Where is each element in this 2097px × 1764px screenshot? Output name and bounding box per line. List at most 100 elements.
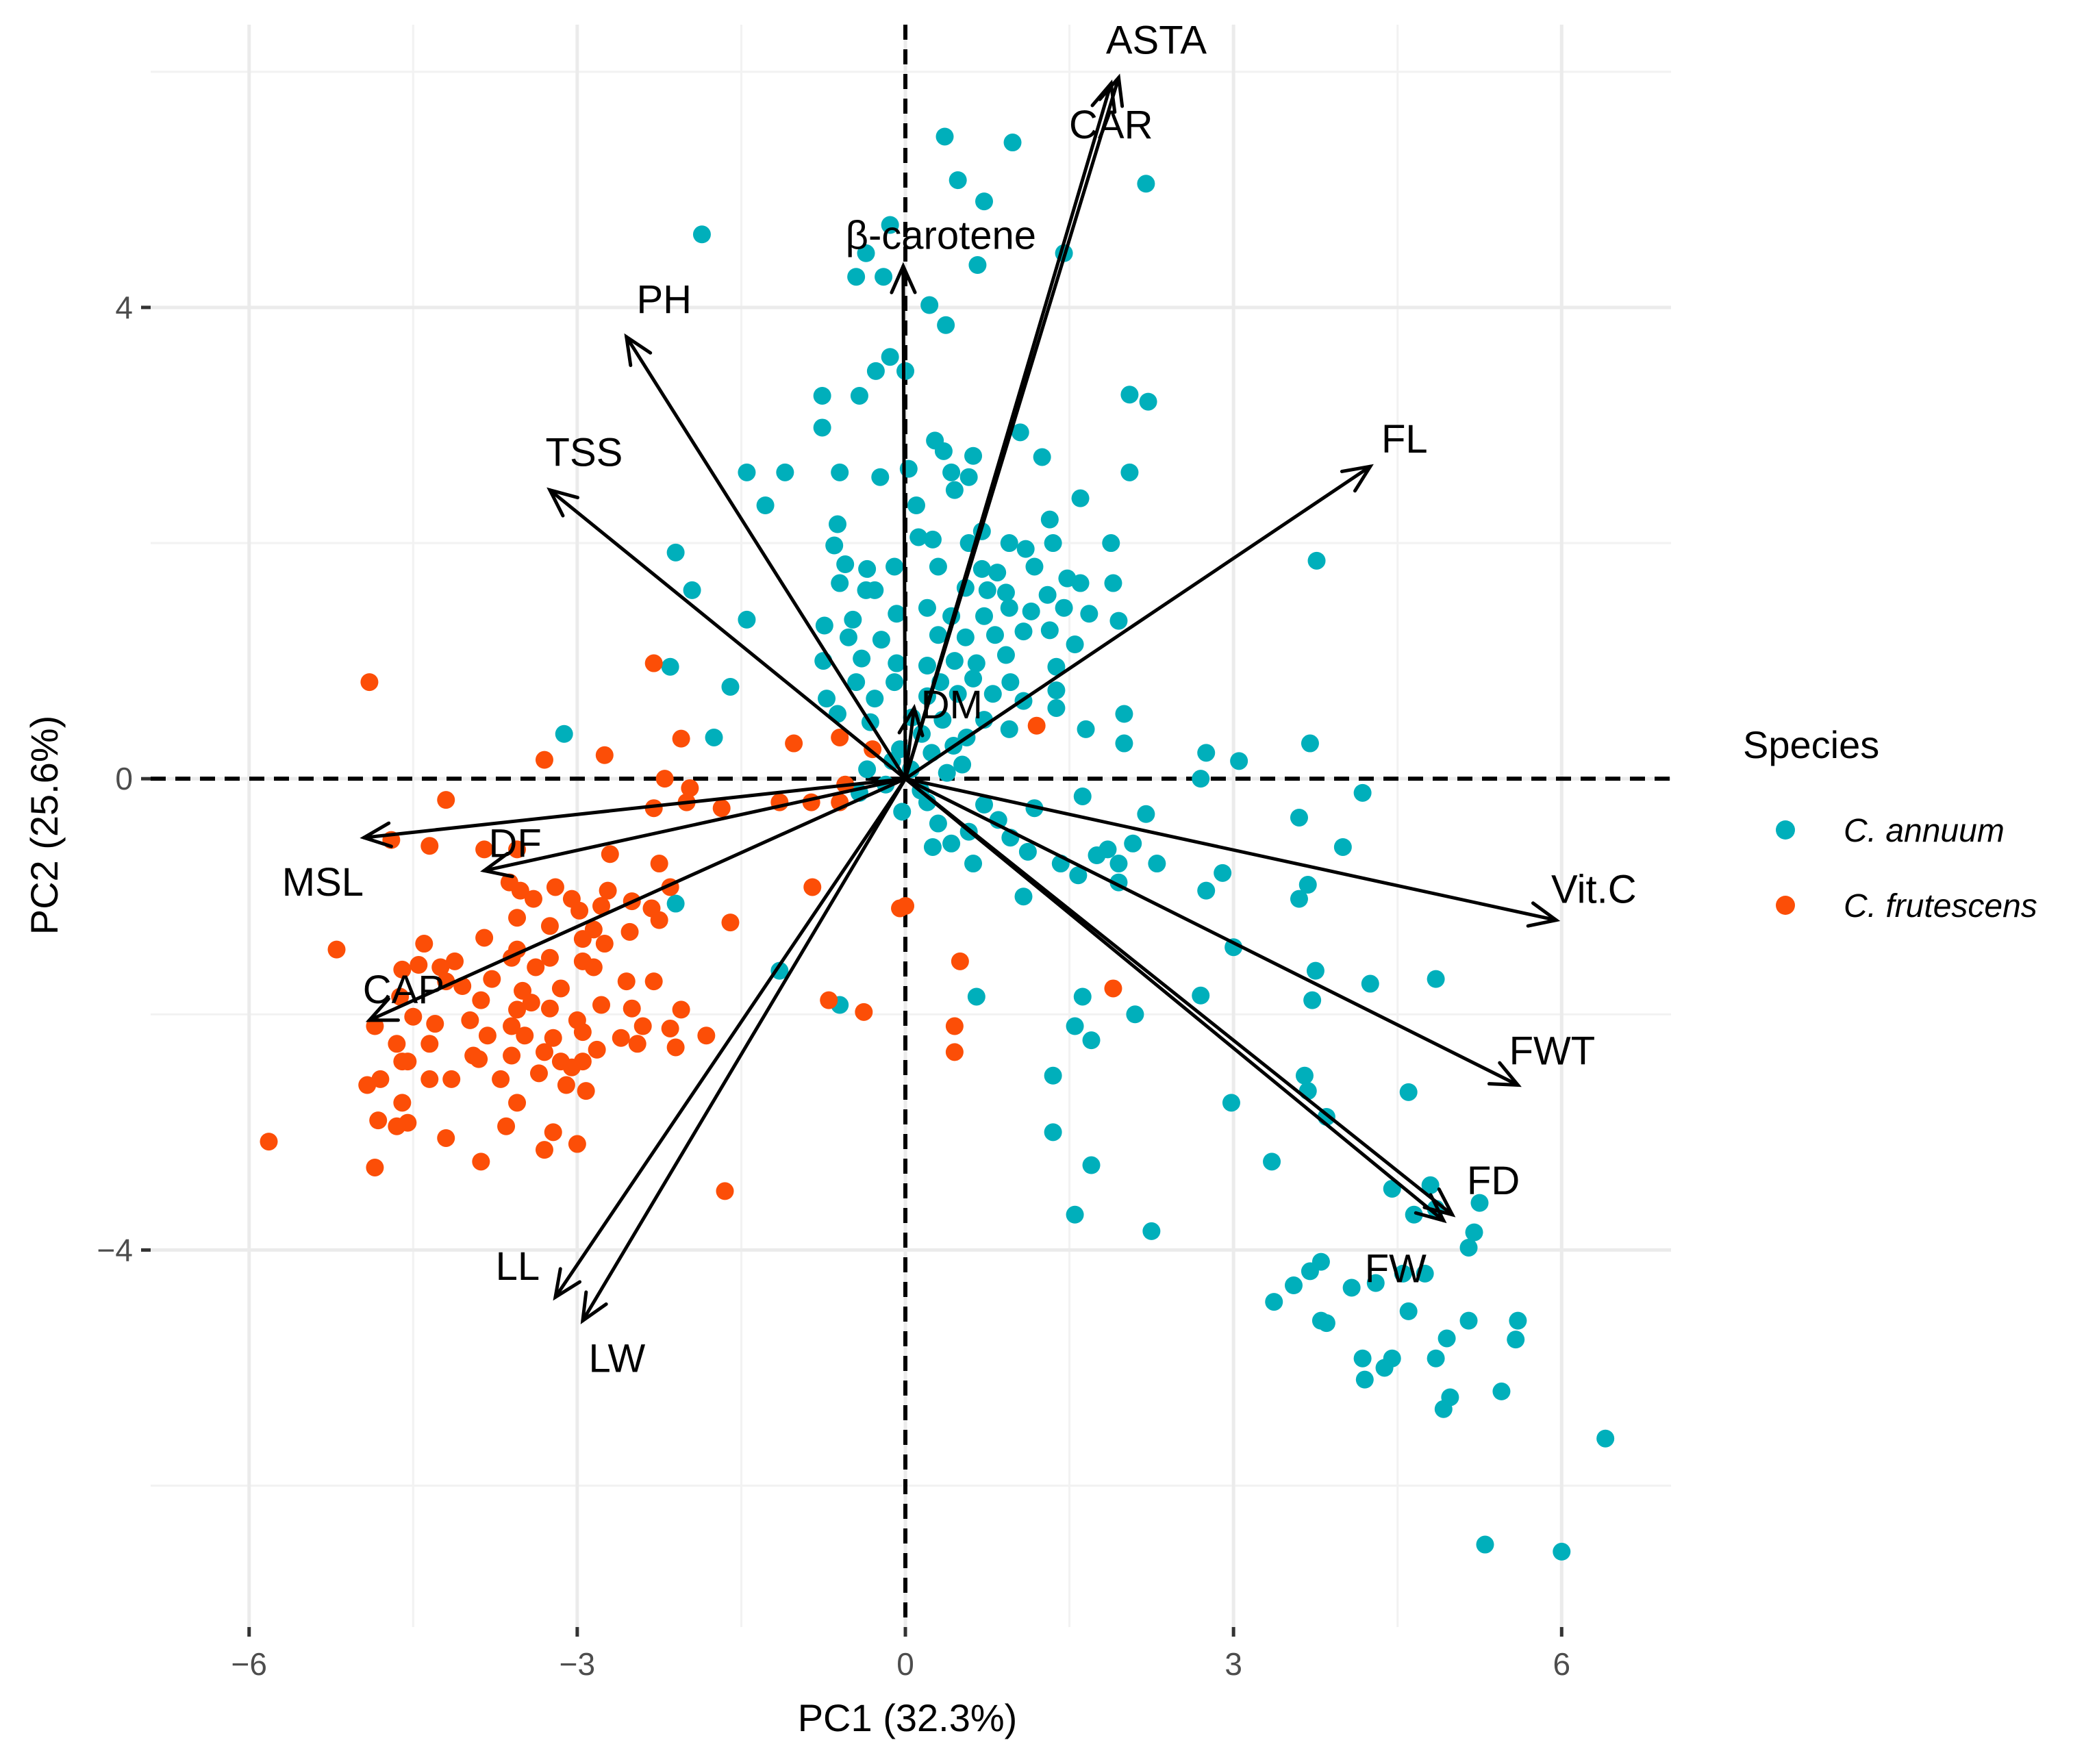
point-c-annuum — [945, 481, 964, 499]
point-c-frutescens — [461, 1011, 479, 1029]
point-c-annuum — [1375, 1359, 1394, 1377]
point-c-frutescens — [1027, 716, 1046, 735]
point-c-frutescens — [544, 1123, 562, 1142]
loading-arrows — [360, 73, 1561, 1324]
point-c-annuum — [933, 711, 952, 729]
point-c-annuum — [975, 607, 994, 625]
point-c-annuum — [1465, 1223, 1483, 1242]
point-c-frutescens — [551, 979, 570, 998]
reference-lines — [151, 25, 1671, 1627]
point-c-frutescens — [475, 929, 494, 947]
point-c-annuum — [1353, 1349, 1372, 1368]
point-c-annuum — [831, 463, 849, 481]
point-c-frutescens — [426, 1015, 444, 1033]
point-c-annuum — [831, 574, 849, 592]
point-c-frutescens — [544, 1029, 562, 1047]
point-c-frutescens — [1104, 979, 1122, 998]
point-c-annuum — [1001, 673, 1020, 692]
point-c-frutescens — [420, 1070, 439, 1088]
point-c-annuum — [886, 673, 904, 692]
point-c-annuum — [1492, 1382, 1511, 1400]
point-c-annuum — [1298, 1082, 1317, 1100]
point-c-annuum — [1069, 866, 1088, 885]
point-c-annuum — [1014, 622, 1033, 641]
grid-major — [151, 25, 1671, 1627]
loading-label-vit-c: Vit.C — [1551, 868, 1637, 912]
point-c-frutescens — [508, 909, 527, 927]
point-c-frutescens — [557, 1076, 575, 1094]
point-c-annuum — [857, 581, 875, 599]
point-c-annuum — [692, 225, 711, 244]
point-c-annuum — [881, 348, 899, 366]
point-c-annuum — [738, 610, 756, 629]
point-c-annuum — [896, 362, 915, 380]
point-c-annuum — [968, 256, 987, 274]
point-c-annuum — [1022, 602, 1040, 620]
point-c-frutescens — [522, 994, 540, 1012]
point-c-annuum — [1298, 876, 1317, 894]
point-c-annuum — [942, 463, 961, 481]
point-c-annuum — [1077, 720, 1095, 738]
y-axis-ticks: −4 0 4 — [97, 290, 151, 1268]
point-c-frutescens — [628, 1035, 646, 1053]
point-c-frutescens — [393, 960, 412, 979]
x-axis-ticks: −6 −3 0 3 6 — [231, 1627, 1570, 1682]
point-c-frutescens — [437, 972, 455, 991]
point-c-annuum — [967, 987, 985, 1006]
point-c-annuum — [1003, 134, 1022, 152]
point-c-frutescens — [540, 948, 559, 967]
point-c-annuum — [1071, 489, 1090, 507]
point-c-annuum — [721, 677, 740, 696]
point-c-annuum — [923, 837, 942, 856]
point-c-annuum — [1284, 1276, 1303, 1295]
point-c-frutescens — [360, 673, 379, 692]
point-c-frutescens — [529, 1064, 548, 1083]
point-c-annuum — [1507, 1331, 1525, 1349]
point-c-annuum — [1197, 881, 1216, 900]
point-c-frutescens — [503, 1017, 521, 1035]
point-c-frutescens — [661, 1019, 679, 1037]
point-c-annuum — [1073, 987, 1092, 1006]
point-c-annuum — [1044, 1123, 1062, 1142]
point-c-annuum — [964, 855, 983, 873]
point-c-annuum — [1353, 783, 1372, 802]
loading-arrow-vit-c — [903, 777, 1561, 928]
point-c-frutescens — [588, 1040, 606, 1059]
point-c-frutescens — [540, 999, 559, 1018]
point-c-annuum — [683, 581, 701, 599]
point-c-frutescens — [503, 1046, 521, 1065]
point-c-frutescens — [508, 1094, 527, 1112]
point-c-annuum — [1000, 598, 1018, 617]
point-c-frutescens — [472, 1152, 490, 1171]
point-c-annuum — [920, 296, 939, 314]
point-c-annuum — [866, 690, 884, 708]
point-c-frutescens — [644, 972, 663, 991]
point-c-annuum — [1137, 805, 1155, 823]
point-c-annuum — [853, 649, 871, 668]
point-c-annuum — [1427, 970, 1445, 988]
point-c-annuum — [907, 496, 925, 514]
point-c-frutescens — [820, 991, 838, 1009]
point-c-annuum — [967, 654, 985, 672]
point-c-annuum — [1307, 551, 1326, 570]
legend-label-c-frutescens: C. frutescens — [1844, 888, 2037, 924]
point-c-annuum — [555, 724, 573, 743]
point-c-frutescens — [492, 1070, 510, 1088]
point-c-annuum — [1148, 855, 1166, 873]
legend-key-c-frutescens — [1776, 896, 1795, 915]
point-c-annuum — [1038, 585, 1057, 604]
point-c-annuum — [1265, 1293, 1283, 1311]
point-c-frutescens — [672, 1000, 690, 1019]
point-c-annuum — [956, 628, 975, 646]
point-c-annuum — [1333, 837, 1352, 856]
point-c-frutescens — [475, 840, 494, 859]
point-c-annuum — [1459, 1238, 1478, 1257]
point-c-annuum — [847, 673, 866, 692]
loading-arrow-fl — [903, 464, 1374, 781]
point-c-frutescens — [516, 1026, 534, 1045]
point-c-annuum — [1102, 534, 1120, 553]
point-c-annuum — [770, 961, 789, 980]
point-c-annuum — [666, 894, 685, 913]
point-c-annuum — [828, 515, 846, 533]
